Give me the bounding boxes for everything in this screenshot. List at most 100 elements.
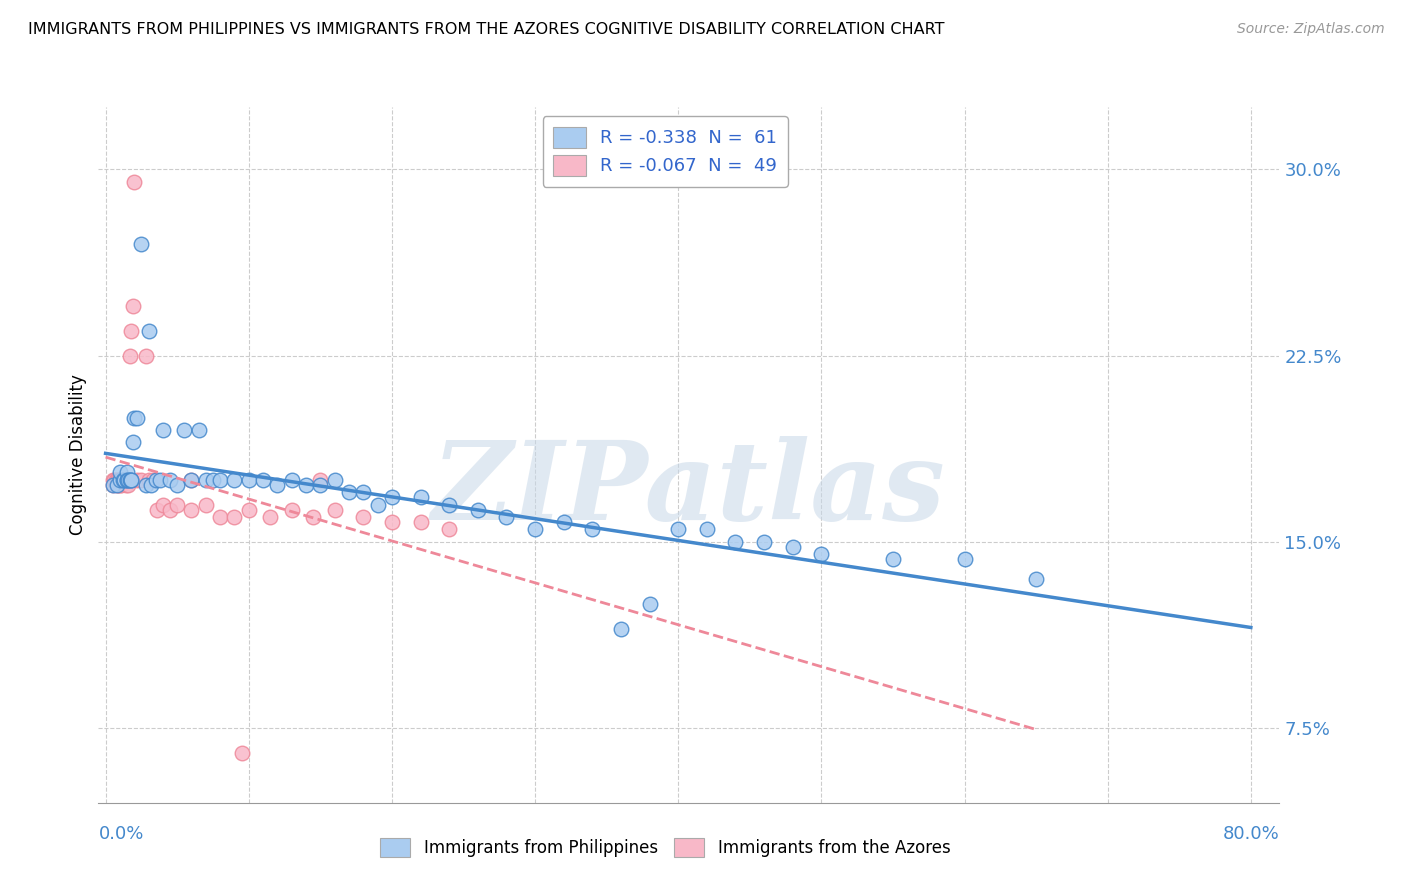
Point [166, 477, 188, 491]
Point [115, 473, 138, 487]
Point [437, 498, 460, 512]
Point [231, 746, 253, 760]
Point [323, 473, 346, 487]
Point [437, 523, 460, 537]
Point [224, 473, 246, 487]
Point [180, 473, 202, 487]
Point [752, 534, 775, 549]
Point [104, 473, 127, 487]
Point [724, 534, 747, 549]
Point [107, 477, 129, 491]
Point [295, 477, 318, 491]
Point [323, 502, 346, 516]
Point [782, 540, 804, 554]
Point [638, 597, 661, 611]
Point [108, 473, 131, 487]
Point [131, 473, 153, 487]
Point [166, 498, 188, 512]
Point [810, 547, 832, 561]
Point [187, 423, 209, 437]
Point [105, 477, 128, 491]
Point [138, 324, 160, 338]
Point [149, 473, 172, 487]
Point [115, 473, 138, 487]
Point [581, 523, 603, 537]
Point [142, 473, 165, 487]
Text: IMMIGRANTS FROM PHILIPPINES VS IMMIGRANTS FROM THE AZORES COGNITIVE DISABILITY C: IMMIGRANTS FROM PHILIPPINES VS IMMIGRANT… [28, 22, 945, 37]
Point [524, 523, 547, 537]
Point [120, 473, 142, 487]
Point [159, 502, 181, 516]
Point [114, 477, 136, 491]
Point [121, 299, 143, 313]
Point [224, 510, 246, 524]
Point [103, 473, 125, 487]
Point [666, 523, 689, 537]
Point [352, 485, 374, 500]
Point [111, 473, 134, 487]
Point [159, 473, 181, 487]
Text: 80.0%: 80.0% [1223, 825, 1279, 843]
Point [209, 510, 232, 524]
Point [367, 498, 389, 512]
Point [135, 349, 157, 363]
Legend: Immigrants from Philippines, Immigrants from the Azores: Immigrants from Philippines, Immigrants … [374, 831, 957, 864]
Point [252, 473, 274, 487]
Point [105, 477, 128, 491]
Point [309, 477, 332, 491]
Point [110, 477, 132, 491]
Point [696, 523, 718, 537]
Point [108, 473, 131, 487]
Point [112, 473, 135, 487]
Text: 0.0%: 0.0% [98, 825, 143, 843]
Text: ZIPatlas: ZIPatlas [432, 436, 946, 543]
Point [409, 490, 432, 504]
Point [381, 515, 404, 529]
Point [110, 473, 132, 487]
Point [120, 324, 142, 338]
Point [141, 477, 163, 491]
Point [209, 473, 232, 487]
Point [101, 477, 124, 491]
Point [108, 477, 131, 491]
Point [135, 477, 157, 491]
Point [337, 485, 360, 500]
Point [101, 473, 124, 487]
Point [1025, 572, 1047, 586]
Point [117, 477, 139, 491]
Point [180, 473, 202, 487]
Point [121, 435, 143, 450]
Point [118, 473, 141, 487]
Point [111, 473, 134, 487]
Y-axis label: Cognitive Disability: Cognitive Disability [69, 375, 87, 535]
Point [194, 498, 217, 512]
Point [125, 410, 148, 425]
Point [409, 515, 432, 529]
Point [107, 473, 129, 487]
Point [280, 502, 302, 516]
Point [173, 423, 195, 437]
Point [152, 423, 174, 437]
Point [610, 622, 633, 636]
Point [120, 473, 142, 487]
Point [152, 498, 174, 512]
Point [302, 510, 325, 524]
Point [118, 349, 141, 363]
Point [125, 473, 148, 487]
Point [201, 473, 224, 487]
Point [138, 473, 160, 487]
Point [108, 473, 131, 487]
Point [309, 473, 332, 487]
Point [111, 473, 134, 487]
Point [467, 502, 489, 516]
Point [131, 236, 153, 251]
Point [122, 175, 145, 189]
Point [146, 502, 169, 516]
Point [108, 466, 131, 480]
Point [117, 473, 139, 487]
Point [882, 552, 904, 566]
Point [352, 510, 374, 524]
Point [145, 473, 167, 487]
Point [115, 466, 138, 480]
Point [115, 473, 138, 487]
